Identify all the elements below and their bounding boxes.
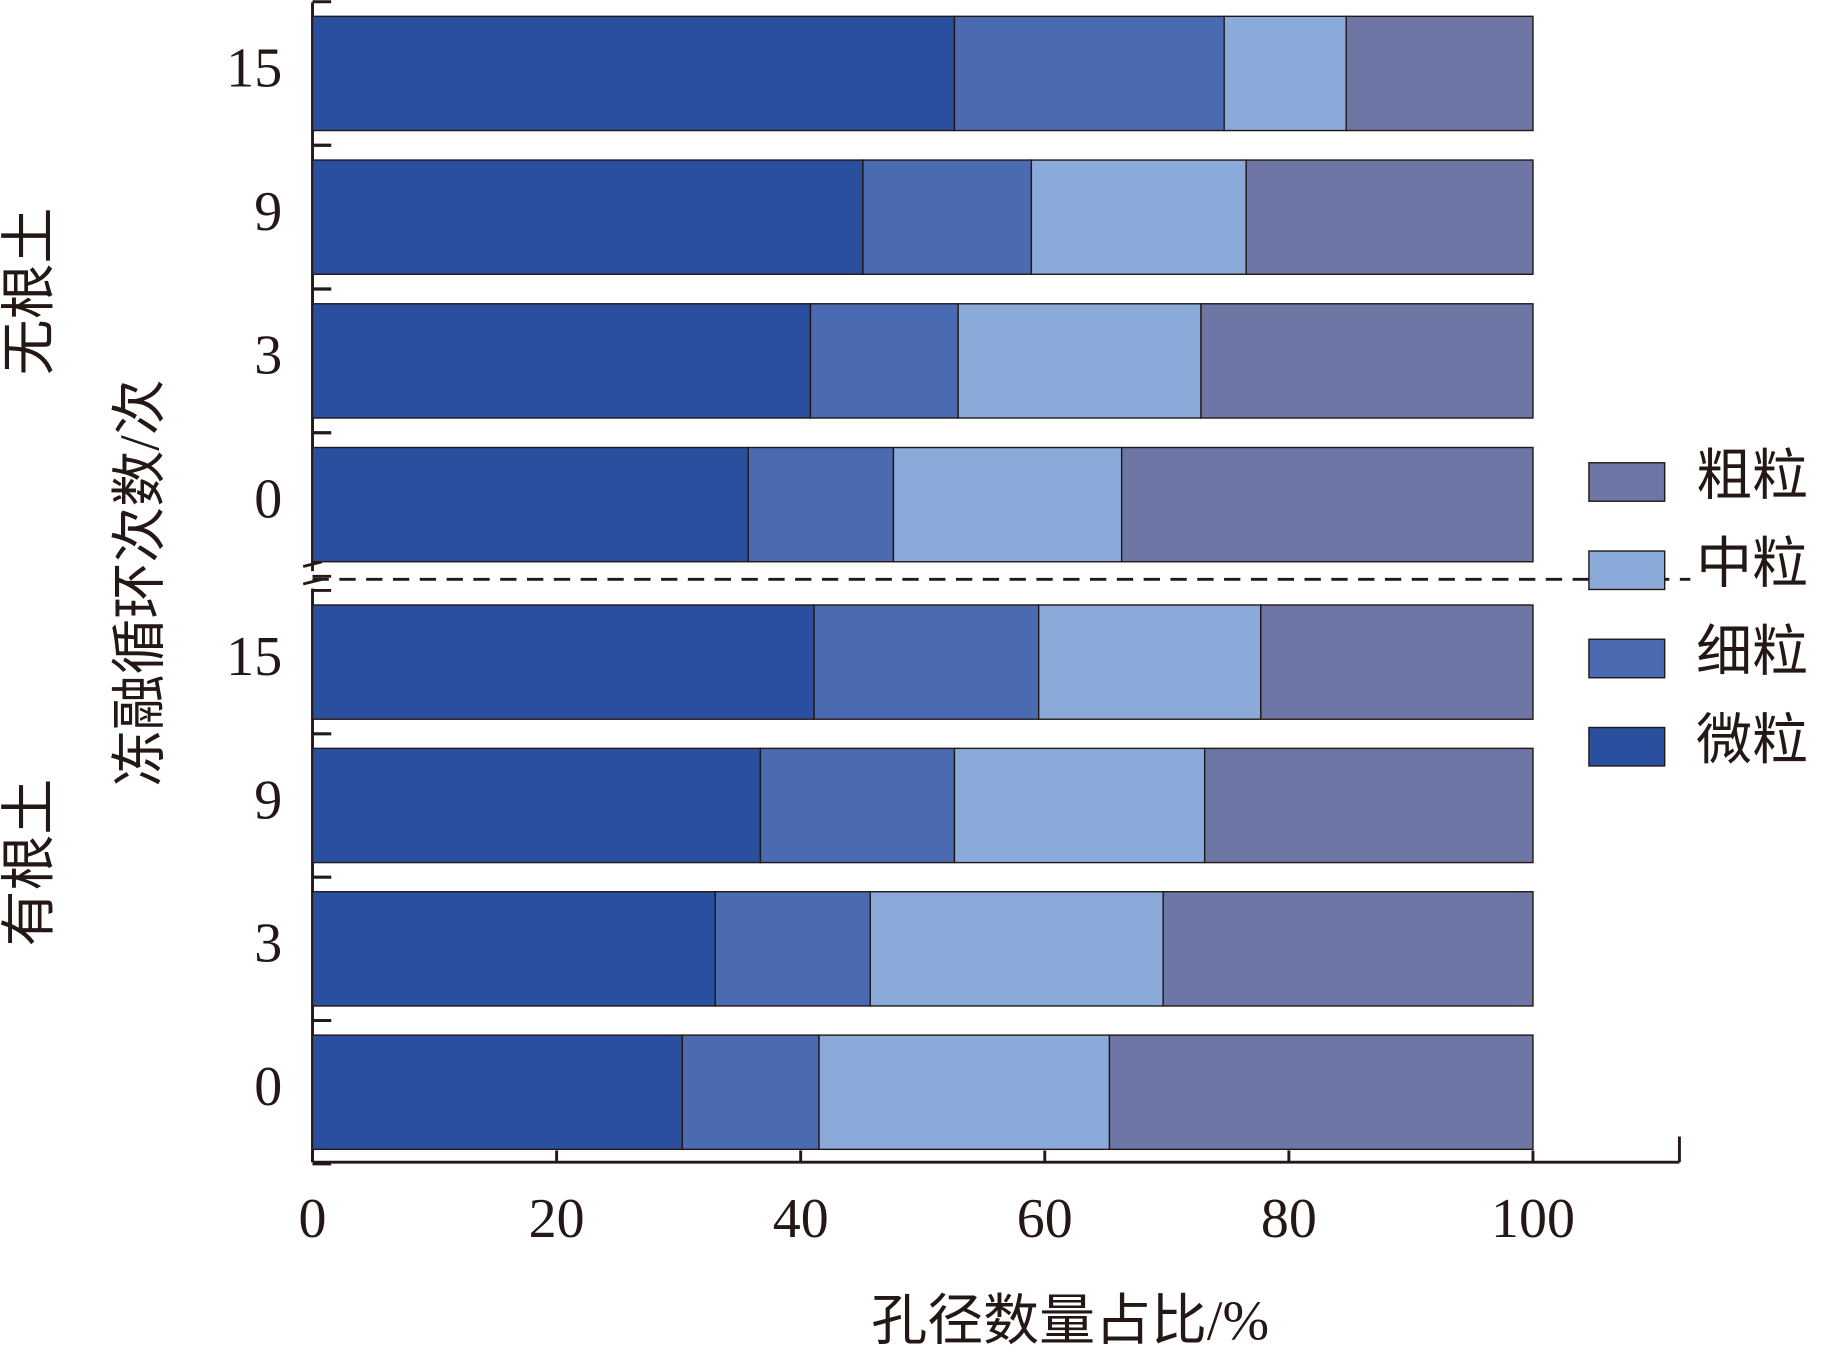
bar-segment [1260, 604, 1534, 720]
legend-swatch [1588, 638, 1666, 679]
bar-segment [953, 747, 1206, 864]
y-tick-label: 15 [226, 626, 282, 688]
bar-segment [953, 15, 1225, 132]
bar-segment [759, 747, 956, 864]
bar-segment [1162, 891, 1534, 1007]
bar-segment [311, 604, 815, 720]
bar-segment [747, 446, 895, 563]
legend-label: 微粒 [1696, 710, 1808, 772]
x-tick-label: 100 [1491, 1188, 1575, 1250]
bar-segment [681, 1034, 820, 1151]
x-axis-title: 孔径数量占比/% [871, 1290, 1269, 1352]
legend-label: 细粒 [1696, 622, 1808, 684]
bar-segment [714, 891, 871, 1007]
bar-segment [862, 159, 1033, 275]
bar-segment [311, 891, 716, 1007]
axis-break [302, 560, 323, 586]
y-tick-label: 0 [254, 1056, 282, 1118]
bar-segment [809, 303, 959, 419]
bar-segment [813, 604, 1040, 720]
bar-segment [1203, 747, 1534, 864]
x-tick-label: 80 [1261, 1188, 1317, 1250]
bar-segment [311, 15, 956, 132]
bar-segment [1030, 159, 1247, 275]
y-tick-label: 9 [254, 181, 282, 243]
legend-swatch [1588, 726, 1666, 767]
bar-segment [1200, 303, 1534, 419]
bar-segment [311, 747, 762, 864]
bar-segment [1223, 15, 1347, 132]
bar-segment [892, 446, 1123, 563]
x-tick-label: 40 [773, 1188, 829, 1250]
bar-segment [1037, 604, 1262, 720]
y-tick-label: 9 [254, 769, 282, 831]
bar-segment [1108, 1034, 1534, 1151]
x-tick-label: 20 [529, 1188, 585, 1250]
legend-swatch [1588, 462, 1666, 502]
x-tick-label: 60 [1017, 1188, 1073, 1250]
x-tick-label: 0 [299, 1188, 327, 1250]
legend-label: 粗粒 [1696, 445, 1808, 507]
bar-segment [957, 303, 1202, 419]
bar-segment [311, 446, 749, 563]
group-label: 有根土 [0, 779, 61, 947]
legend-label: 中粒 [1696, 534, 1808, 596]
bar-segment [311, 303, 812, 419]
bar-segment [869, 891, 1164, 1007]
y-tick-label: 15 [226, 37, 282, 99]
y-tick-label: 3 [254, 325, 282, 387]
y-tick-label: 0 [254, 468, 282, 530]
y-tick-label: 3 [254, 913, 282, 975]
group-label: 无根土 [0, 208, 61, 376]
bar-segment [1345, 15, 1534, 132]
bar-segment [311, 1034, 684, 1151]
legend-swatch [1588, 550, 1666, 591]
y-axis-title: 冻融循环次数/次 [110, 379, 172, 786]
bar-segment [311, 159, 864, 275]
bar-segment [1120, 446, 1534, 563]
bar-segment [1245, 159, 1534, 275]
bar-segment [818, 1034, 1111, 1151]
